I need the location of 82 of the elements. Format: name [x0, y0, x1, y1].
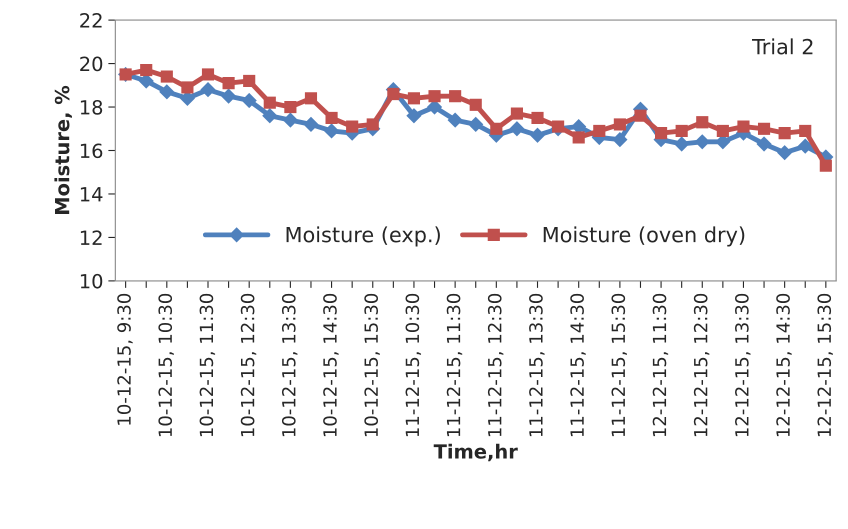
- point: [676, 124, 688, 138]
- point: [140, 64, 152, 76]
- point: [530, 128, 545, 143]
- point: [510, 107, 523, 120]
- point: [448, 112, 463, 128]
- x-tick-label: 10-12-15, 13:30: [282, 294, 298, 436]
- point: [264, 96, 276, 109]
- x-tick-label: 11-12-15, 13:30: [529, 294, 545, 436]
- legend-label: Moisture (exp.): [286, 226, 440, 246]
- x-tick-label: 12-12-15, 12:30: [694, 294, 710, 436]
- x-tick-label: 12-12-15, 13:30: [735, 294, 751, 436]
- point: [612, 132, 628, 148]
- point: [200, 82, 216, 98]
- x-tick-label: 10-12-15, 12:30: [240, 294, 256, 436]
- point: [510, 121, 524, 136]
- point: [282, 112, 298, 128]
- y-tick-label: 10: [80, 274, 102, 289]
- point: [490, 122, 502, 135]
- point: [593, 124, 606, 138]
- point: [777, 145, 792, 160]
- point: [324, 124, 339, 138]
- point: [798, 138, 813, 154]
- x-tick-label: 10-12-15, 11:30: [200, 294, 216, 436]
- point: [160, 70, 173, 83]
- point: [614, 118, 626, 130]
- y-tick-label: 12: [80, 230, 102, 245]
- point: [572, 131, 585, 144]
- x-tick-label: 10-12-15, 15:30: [364, 294, 380, 436]
- point: [696, 116, 708, 128]
- point: [428, 90, 441, 102]
- x-tick-label: 12-12-15, 11:30: [652, 294, 668, 436]
- point: [159, 84, 174, 100]
- point: [674, 136, 690, 152]
- x-tick-label: 12-12-15, 15:30: [817, 294, 833, 436]
- point: [778, 127, 791, 140]
- annotation: Trial 2: [752, 38, 812, 54]
- point: [304, 92, 318, 104]
- point: [552, 120, 564, 133]
- point: [366, 118, 379, 130]
- point: [243, 74, 256, 88]
- point: [820, 160, 832, 172]
- point: [449, 90, 462, 102]
- point: [470, 98, 482, 111]
- x-tick-label: 11-12-15, 14:30: [570, 294, 586, 436]
- point: [242, 93, 257, 108]
- point: [408, 92, 420, 104]
- point: [756, 136, 772, 152]
- x-tick-label: 11-12-15, 10:30: [406, 294, 422, 436]
- point: [406, 108, 422, 124]
- y-axis-title: Moisture, %: [54, 86, 72, 214]
- x-tick-label: 11-12-15, 12:30: [488, 294, 504, 436]
- y-tick-label: 18: [80, 100, 102, 115]
- point: [325, 112, 338, 124]
- point: [387, 88, 400, 100]
- point: [221, 88, 236, 104]
- x-tick-label: 11-12-15, 15:30: [611, 294, 627, 436]
- point: [304, 117, 318, 132]
- point: [284, 100, 296, 114]
- point: [799, 124, 812, 138]
- point: [634, 110, 647, 122]
- point: [716, 124, 729, 138]
- x-tick-label: 11-12-15, 11:30: [446, 294, 462, 436]
- y-tick-label: 16: [80, 143, 102, 158]
- point: [202, 68, 214, 81]
- x-tick-label: 10-12-15, 10:30: [158, 294, 174, 436]
- y-tick-label: 20: [80, 56, 102, 72]
- point: [468, 117, 484, 132]
- point: [531, 112, 544, 124]
- point: [346, 120, 358, 133]
- point: [222, 77, 235, 90]
- point: [737, 120, 750, 133]
- x-tick-label: 10-12-15, 9:30: [117, 294, 133, 425]
- x-axis-title: Time,hr: [434, 444, 518, 462]
- y-tick-label: 22: [80, 13, 102, 28]
- x-tick-label: 12-12-15, 14:30: [776, 294, 792, 436]
- x-tick-label: 10-12-15, 14:30: [323, 294, 339, 436]
- point: [181, 81, 194, 94]
- y-tick-label: 14: [80, 187, 102, 202]
- point: [262, 108, 278, 124]
- legend-label: Moisture (oven dry): [544, 226, 744, 246]
- point: [655, 127, 668, 140]
- point: [758, 122, 770, 135]
